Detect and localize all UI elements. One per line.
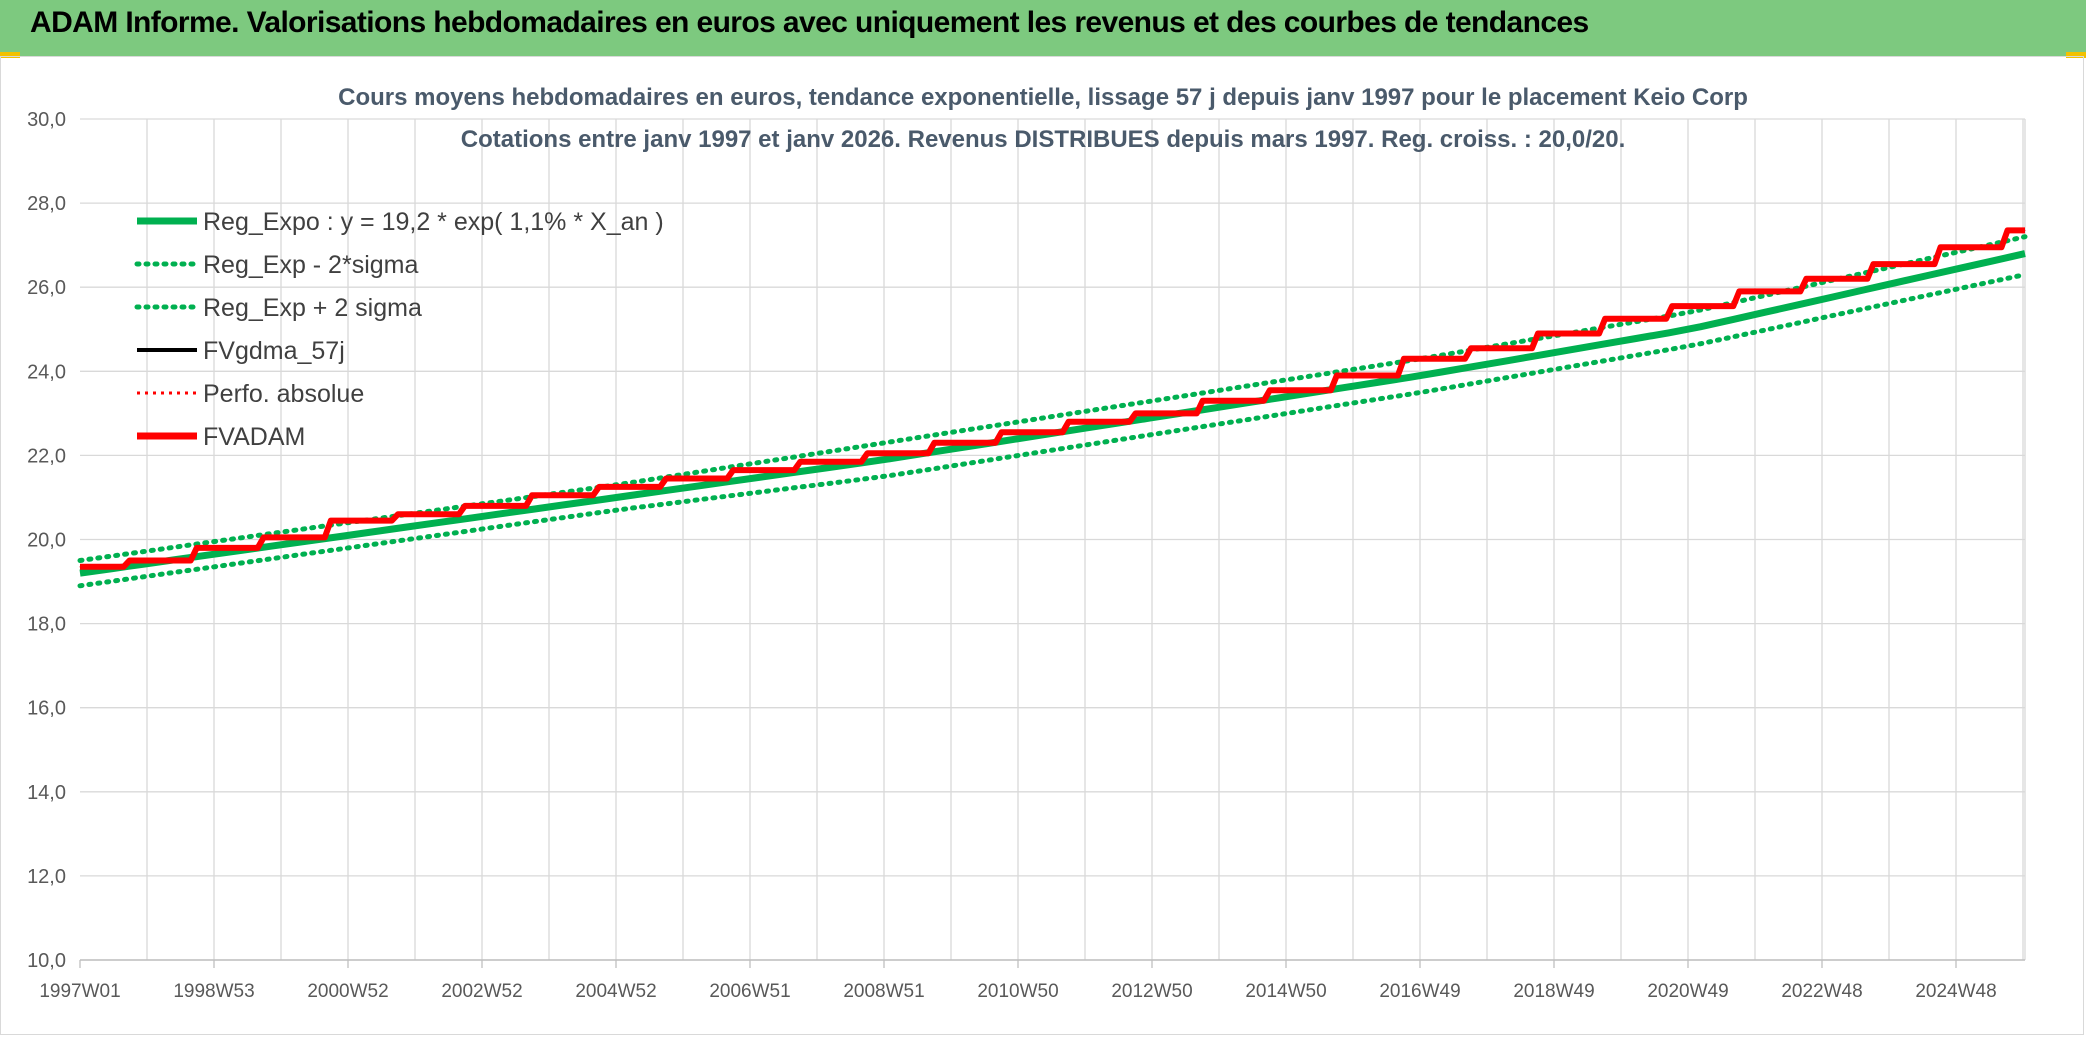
y-tick-label: 22,0 [27, 445, 66, 467]
fvadam-point [1957, 246, 1959, 248]
fvadam-point [951, 442, 953, 444]
fvadam-point [79, 566, 81, 568]
fvadam-point [750, 469, 752, 471]
grid [80, 118, 2026, 961]
y-tick-label: 30,0 [27, 109, 66, 131]
x-tick-label: 2018W49 [1513, 981, 1594, 1002]
axes: 10,0 12,0 14,0 16,0 18,0 20,0 22,0 24,0 26,0 28,0… [27, 109, 2025, 1002]
series-reg-minus-2sigma [77, 272, 2028, 589]
fvadam-point [1085, 421, 1087, 423]
x-tick-label: 2010W50 [977, 981, 1058, 1002]
page-title: ADAM Informe. Valorisations hebdomadaire… [30, 6, 1589, 39]
legend-label: Reg_Exp - 2*sigma [203, 251, 418, 279]
corner-accent [0, 52, 20, 58]
fvadam-point [817, 461, 819, 463]
chart-title-line-2: Cotations entre janv 1997 et janv 2026. … [461, 126, 1626, 153]
x-tick-label: 2014W50 [1245, 981, 1326, 1002]
fvadam-point [213, 547, 215, 549]
x-tick-label: 2022W48 [1781, 981, 1862, 1002]
legend-label: Perfo. absolue [203, 380, 364, 408]
series [77, 227, 2028, 589]
fvadam-point [2024, 229, 2026, 231]
x-tick-label: 1998W53 [173, 981, 254, 1002]
fvadam-point [1487, 347, 1489, 349]
header-bar: ADAM Informe. Valorisations hebdomadaire… [0, 0, 2086, 56]
y-tick-label: 24,0 [27, 361, 66, 383]
fvadam-point [1286, 389, 1288, 391]
series-fvadam [80, 227, 2025, 570]
fvadam-point [1890, 263, 1892, 265]
x-tick-label: 2002W52 [441, 981, 522, 1002]
x-tick-label: 2024W48 [1915, 981, 1996, 1002]
fvadam-point [1622, 318, 1624, 320]
y-tick-label: 20,0 [27, 530, 66, 552]
y-tick-label: 12,0 [27, 866, 66, 888]
fvadam-point [280, 536, 282, 538]
y-tick-label: 10,0 [27, 950, 66, 972]
x-tick-label: 2020W49 [1647, 981, 1728, 1002]
chart-frame: 10,0 12,0 14,0 16,0 18,0 20,0 22,0 24,0 26,0 28,0… [0, 56, 2084, 1035]
fvadam-point [1756, 290, 1758, 292]
y-tick-label: 14,0 [27, 782, 66, 804]
legend: Reg_Expo : y = 19,2 * exp( 1,1% * X_an )… [134, 208, 664, 451]
fvadam-point [1689, 305, 1691, 307]
fvadam-point [414, 513, 416, 515]
fvadam-point [1219, 400, 1221, 402]
x-tick-label: 2004W52 [575, 981, 656, 1002]
chart-title-line-1: Cours moyens hebdomadaires en euros, ten… [338, 84, 1748, 111]
fvadam-point [616, 486, 618, 488]
legend-label: FVADAM [203, 423, 305, 451]
y-tick-label: 16,0 [27, 698, 66, 720]
series-reg-plus-2sigma [77, 234, 2028, 563]
x-tick-label: 2006W51 [709, 981, 790, 1002]
fvadam-point [1823, 278, 1825, 280]
fvadam-point [884, 452, 886, 454]
x-tick-label: 2016W49 [1379, 981, 1460, 1002]
fvadam-point [1353, 375, 1355, 377]
corner-accent [2066, 52, 2086, 58]
legend-label: Reg_Exp + 2 sigma [203, 294, 422, 322]
fvadam-point [683, 478, 685, 480]
x-tick-label: 2000W52 [307, 981, 388, 1002]
fvadam-point [146, 560, 148, 562]
fvadam-point [1555, 332, 1557, 334]
y-tick-label: 26,0 [27, 277, 66, 299]
fvadam-point [481, 505, 483, 507]
legend-label: Reg_Expo : y = 19,2 * exp( 1,1% * X_an ) [203, 208, 664, 236]
legend-label: FVgdma_57j [203, 337, 345, 365]
x-tick-label: 2008W51 [843, 981, 924, 1002]
x-tick-label: 2012W50 [1111, 981, 1192, 1002]
fvadam-point [1152, 412, 1154, 414]
x-tick-label: 1997W01 [39, 981, 120, 1002]
y-tick-label: 18,0 [27, 614, 66, 636]
y-tick-label: 28,0 [27, 193, 66, 215]
fvadam-point [347, 520, 349, 522]
series-fvgdma-57j [80, 228, 2025, 569]
fvadam-point [1018, 431, 1020, 433]
fvadam-point [548, 494, 550, 496]
chart: 10,0 12,0 14,0 16,0 18,0 20,0 22,0 24,0 26,0 28,0… [27, 84, 2028, 1002]
fvadam-point [1420, 358, 1422, 360]
